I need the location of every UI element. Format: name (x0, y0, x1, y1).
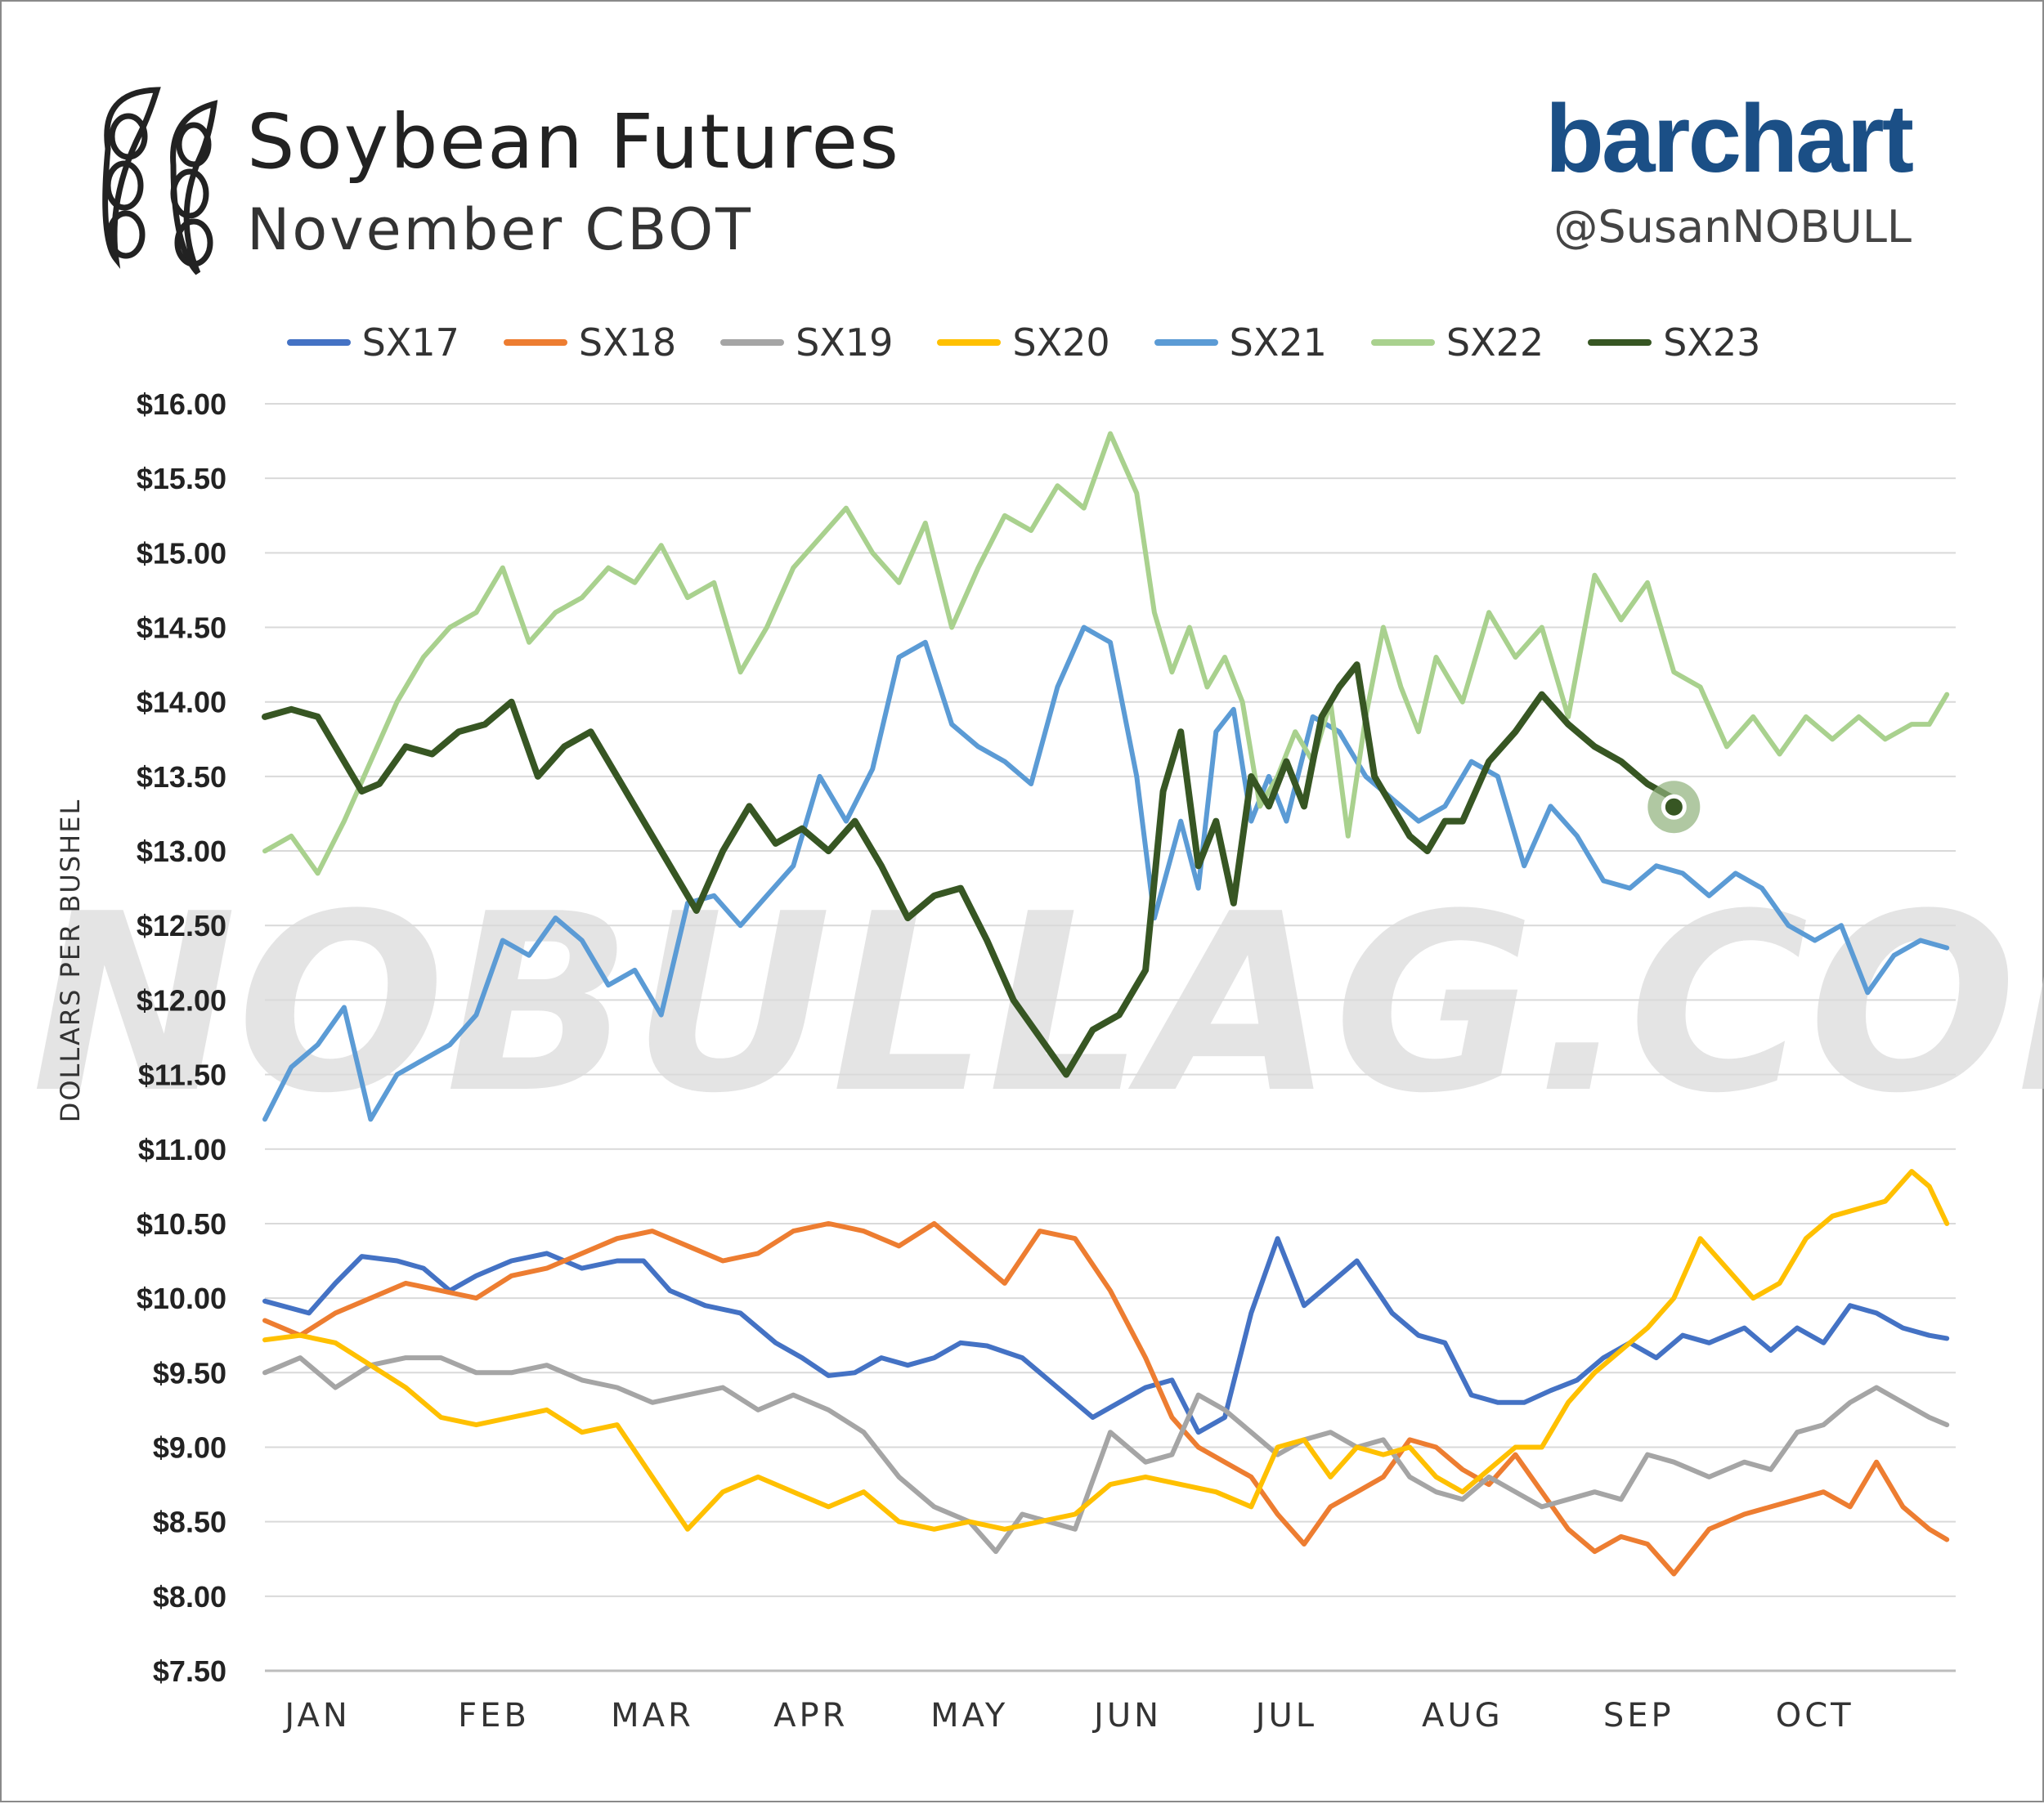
legend-item-sx20: SX20 (937, 320, 1110, 365)
legend-item-sx22: SX22 (1370, 320, 1544, 365)
legend-label: SX19 (796, 320, 894, 365)
series-line-sx17 (262, 1236, 1950, 1435)
y-tick-label: $12.50 (137, 909, 226, 942)
series-lines (262, 431, 1950, 1577)
y-tick-label: $8.50 (153, 1506, 226, 1539)
series-line-sx22 (262, 431, 1950, 876)
legend-swatch (937, 339, 1002, 346)
legend-swatch (720, 339, 785, 346)
y-tick-label: $14.50 (137, 611, 226, 645)
latest-point-marker (1661, 794, 1687, 820)
series-line-sx21 (262, 624, 1950, 1122)
series-line-sx19 (262, 1355, 1950, 1555)
y-tick-label: $13.00 (137, 835, 226, 868)
x-tick-label: MAY (930, 1697, 1008, 1735)
x-tick-label: APR (773, 1697, 848, 1735)
gridlines (265, 403, 1956, 1672)
legend-label: SX21 (1229, 320, 1327, 365)
legend-label: SX23 (1663, 320, 1761, 365)
x-tick-label: OCT (1776, 1697, 1854, 1735)
y-axis-label: DOLLARS PER BUSHEL (55, 799, 86, 1123)
legend-swatch (1588, 339, 1652, 346)
brand-logo: barchart (1544, 85, 1914, 193)
y-tick-label: $12.00 (137, 983, 226, 1017)
legend-label: SX20 (1012, 320, 1110, 365)
x-tick-label: JUN (1091, 1697, 1162, 1735)
legend: SX17 SX18 SX19 SX20 SX21 SX22 SX23 (2, 320, 2044, 365)
y-tick-label: $16.00 (137, 387, 226, 421)
x-tick-label: AUG (1422, 1697, 1504, 1735)
legend-swatch (503, 339, 567, 346)
x-tick-label: MAR (611, 1697, 694, 1735)
x-axis-ticks: JAN FEB MAR APR MAY JUN JUL AUG SEP OCT (282, 1697, 1854, 1735)
y-tick-label: $7.50 (153, 1654, 226, 1688)
legend-swatch (1370, 339, 1435, 346)
legend-item-sx19: SX19 (720, 320, 893, 365)
legend-item-sx23: SX23 (1588, 320, 1760, 365)
series-line-sx20 (262, 1169, 1950, 1532)
y-tick-label: $15.50 (137, 462, 226, 495)
y-tick-label: $13.50 (137, 760, 226, 794)
y-tick-label: $11.00 (138, 1133, 226, 1166)
x-tick-label: FEB (458, 1697, 530, 1735)
y-tick-label: $10.50 (137, 1207, 226, 1241)
chart-subtitle: November CBOT (247, 196, 753, 263)
chart-title: Soybean Futures (247, 98, 900, 186)
legend-label: SX18 (578, 320, 677, 365)
twitter-handle: @SusanNOBULL (1553, 201, 1912, 253)
soybean-pod-icon (102, 87, 218, 275)
y-tick-label: $15.00 (137, 536, 226, 570)
y-axis-ticks: $7.50 $8.00 $8.50 $9.00 $9.50 $10.00 $10.50 $11… (137, 387, 226, 1688)
series-line-sx23 (262, 661, 1678, 1078)
y-tick-label: $14.00 (137, 686, 226, 719)
y-tick-label: $9.00 (153, 1430, 226, 1464)
y-tick-label: $11.50 (138, 1059, 226, 1092)
x-tick-label: JAN (282, 1697, 350, 1735)
legend-item-sx21: SX21 (1154, 320, 1327, 365)
legend-swatch (1154, 339, 1218, 346)
legend-label: SX22 (1446, 320, 1544, 365)
y-tick-label: $8.00 (153, 1580, 226, 1614)
legend-label: SX17 (361, 320, 459, 365)
x-tick-label: JUL (1253, 1697, 1317, 1735)
x-tick-label: SEP (1603, 1697, 1674, 1735)
y-tick-label: $9.50 (153, 1356, 226, 1390)
legend-swatch (286, 339, 351, 346)
watermark: NOBULLAG.COM (32, 862, 2044, 1147)
y-tick-label: $10.00 (137, 1282, 226, 1315)
legend-item-sx18: SX18 (503, 320, 677, 365)
legend-item-sx17: SX17 (286, 320, 459, 365)
series-line-sx18 (262, 1220, 1950, 1577)
